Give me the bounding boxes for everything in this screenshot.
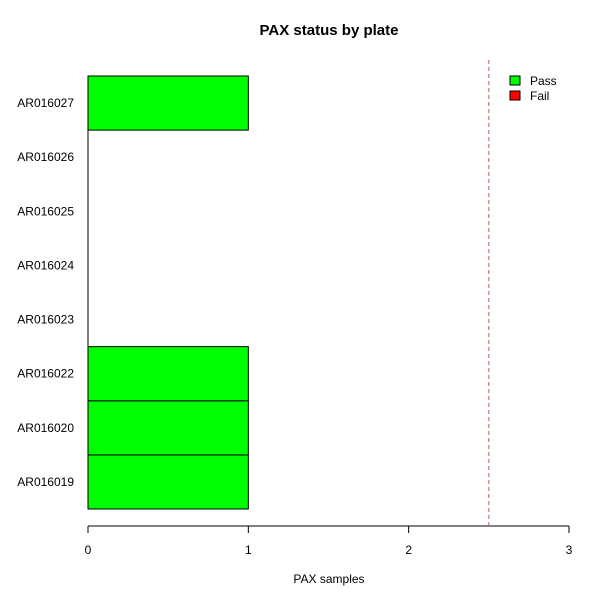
y-tick-labels: AR016019 AR016020 AR016022 AR016023 AR016024… xyxy=(17,96,74,489)
legend-swatch-pass xyxy=(509,75,521,86)
y-tick-label: AR016026 xyxy=(17,150,74,164)
y-tick-label: AR016027 xyxy=(17,96,74,110)
x-tick-label: 1 xyxy=(245,543,252,557)
x-tick-label: 2 xyxy=(405,543,412,557)
bar-pass-ar016019 xyxy=(87,454,249,510)
legend-label-fail: Fail xyxy=(530,89,549,103)
x-tick-label: 3 xyxy=(566,543,573,557)
y-tick-label: AR016020 xyxy=(17,421,74,435)
legend-swatch-fail xyxy=(509,90,521,101)
x-axis-label: PAX samples xyxy=(293,572,364,586)
y-tick-label: AR016025 xyxy=(17,204,74,218)
bar-pass-ar016022 xyxy=(87,346,249,402)
x-tick-label: 0 xyxy=(85,543,92,557)
y-tick-label: AR016022 xyxy=(17,367,74,381)
bars-group xyxy=(87,75,249,510)
x-axis: 0 1 2 3 xyxy=(85,525,573,557)
bar-pass-ar016027 xyxy=(87,75,249,131)
y-tick-label: AR016023 xyxy=(17,313,74,327)
legend-label-pass: Pass xyxy=(530,74,557,88)
chart-title: PAX status by plate xyxy=(260,22,399,39)
y-tick-label: AR016024 xyxy=(17,258,74,272)
bar-pass-ar016020 xyxy=(87,400,249,456)
y-tick-label: AR016019 xyxy=(17,475,74,489)
